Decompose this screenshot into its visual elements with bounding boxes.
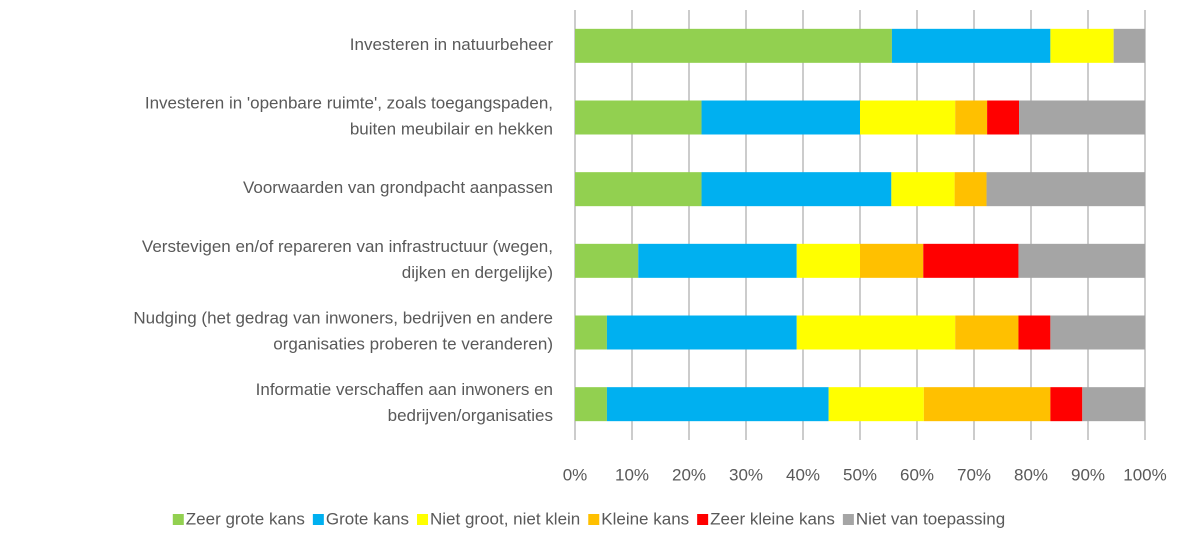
bar-segment xyxy=(1018,243,1145,278)
bar-segment xyxy=(955,315,1019,350)
category-label-line: Voorwaarden van grondpacht aanpassen xyxy=(243,179,553,198)
legend-label: Niet groot, niet klein xyxy=(430,509,580,528)
bar-segment xyxy=(860,243,924,278)
bar-segment xyxy=(1050,315,1146,350)
bar-segment xyxy=(575,28,892,63)
legend-swatch xyxy=(697,514,709,525)
legend-swatch xyxy=(417,514,429,525)
bar-segment xyxy=(955,100,988,135)
bar-segment xyxy=(1082,387,1146,422)
bar-segment xyxy=(575,100,702,135)
x-tick-label: 10% xyxy=(615,465,649,484)
category-label-line: Investeren in 'openbare ruimte', zoals t… xyxy=(145,94,553,113)
category-label-line: Verstevigen en/of repareren van infrastr… xyxy=(142,237,553,256)
x-tick-label: 100% xyxy=(1123,465,1166,484)
legend-swatch xyxy=(172,514,184,525)
bar-segment xyxy=(575,243,639,278)
category-label-line: buiten meubilair en hekken xyxy=(350,120,553,139)
bar-segment xyxy=(986,172,1145,207)
category-label: Voorwaarden van grondpacht aanpassen xyxy=(243,179,553,198)
x-tick-label: 60% xyxy=(900,465,934,484)
x-tick-label: 80% xyxy=(1014,465,1048,484)
bar-segment xyxy=(1050,28,1114,63)
legend-swatch xyxy=(842,514,854,525)
bar-segment xyxy=(860,100,956,135)
legend-swatch xyxy=(312,514,324,525)
category-label-line: Informatie verschaffen aan inwoners en xyxy=(256,381,553,400)
bar-segment xyxy=(701,172,892,207)
bar-segment xyxy=(575,172,702,207)
bar-segment xyxy=(987,100,1020,135)
bar-segment xyxy=(575,387,607,422)
bar-segment xyxy=(796,243,860,278)
category-label: Verstevigen en/of repareren van infrastr… xyxy=(142,237,553,282)
category-label-line: bedrijven/organisaties xyxy=(388,407,553,426)
bar-segment xyxy=(923,243,1019,278)
bar-segment xyxy=(891,28,1051,63)
x-tick-label: 0% xyxy=(563,465,588,484)
category-label-line: organisaties proberen te veranderen) xyxy=(273,335,553,354)
bar-segment xyxy=(606,387,829,422)
bar-segment xyxy=(1019,100,1146,135)
bar-segment xyxy=(1050,387,1083,422)
legend-label: Grote kans xyxy=(326,509,409,528)
category-label-line: Investeren in natuurbeheer xyxy=(350,35,554,54)
legend-label: Zeer grote kans xyxy=(186,509,305,528)
x-tick-label: 20% xyxy=(672,465,706,484)
x-tick-label: 70% xyxy=(957,465,991,484)
legend: Zeer grote kans Grote kans Niet groot, nie… xyxy=(172,509,1005,528)
bar-segment xyxy=(575,315,607,350)
bar-segment xyxy=(638,243,797,278)
category-label: Nudging (het gedrag van inwoners, bedrij… xyxy=(133,309,553,354)
x-tick-label: 90% xyxy=(1071,465,1105,484)
x-tick-label: 30% xyxy=(729,465,763,484)
bar-segment xyxy=(1018,315,1051,350)
category-label: Investeren in 'openbare ruimte', zoals t… xyxy=(145,94,553,139)
bar-segment xyxy=(954,172,987,207)
bar-segment xyxy=(796,315,956,350)
bar-segment xyxy=(606,315,797,350)
category-label: Informatie verschaffen aan inwoners en be… xyxy=(256,381,553,426)
legend-swatch xyxy=(588,514,600,525)
bar-segment xyxy=(923,387,1051,422)
category-label-line: dijken en dergelijke) xyxy=(402,263,553,282)
legend-label: Kleine kans xyxy=(601,509,689,528)
x-tick-label: 40% xyxy=(786,465,820,484)
bar-segment xyxy=(1113,28,1146,63)
category-label: Investeren in natuurbeheer xyxy=(350,35,554,54)
legend-label: Zeer kleine kans xyxy=(710,509,835,528)
bar-segment xyxy=(891,172,955,207)
bar-segment xyxy=(828,387,924,422)
x-tick-label: 50% xyxy=(843,465,877,484)
category-label-line: Nudging (het gedrag van inwoners, bedrij… xyxy=(133,309,553,328)
bar-segment xyxy=(701,100,860,135)
legend-label: Niet van toepassing xyxy=(856,509,1005,528)
